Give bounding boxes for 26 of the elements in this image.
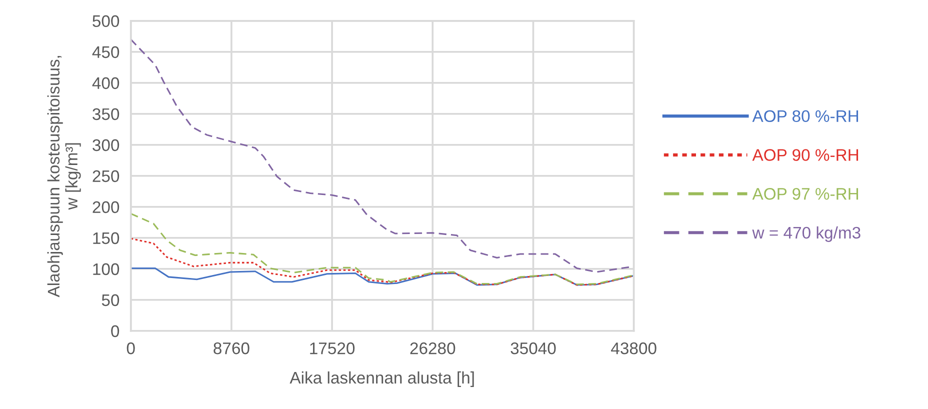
text: w = 470 kg/m3	[752, 226, 860, 242]
y-tick-label: 400	[92, 77, 120, 90]
line-series	[130, 212, 634, 286]
x-axis-title: Aika laskennan alusta [h]	[290, 371, 474, 387]
y-tick-label: 0	[111, 325, 120, 338]
text: AOP 90 %-RH	[752, 149, 858, 161]
x-tick-label: 8760	[214, 342, 250, 354]
y-tick-label: 350	[92, 108, 120, 120]
x-tick-label: 26280	[410, 342, 456, 354]
y-tick-label: 150	[93, 232, 120, 244]
line-series	[130, 238, 634, 286]
y-tick-label: 250	[92, 170, 120, 182]
y-tick-label: 450	[92, 46, 120, 58]
y-tick-label: 50	[102, 294, 120, 306]
y-tick-label: 200	[92, 201, 120, 214]
y-tick-label: 500	[92, 15, 120, 28]
x-tick-label: 17520	[310, 342, 355, 354]
x-tick-label: 43800	[611, 342, 656, 354]
x-tick-label: 0	[126, 342, 135, 354]
x-tick-label: 35040	[510, 342, 556, 354]
y-tick-label: 100	[93, 263, 120, 276]
text: AOP 97 %-RH	[752, 188, 858, 200]
y-axis-title: Alaohjauspuun kosteuspitoisuus, w [kg/m³]	[47, 56, 81, 298]
text: AOP 80 %-RH	[752, 110, 858, 122]
y-tick-label: 300	[92, 139, 120, 152]
line-series	[130, 267, 634, 286]
